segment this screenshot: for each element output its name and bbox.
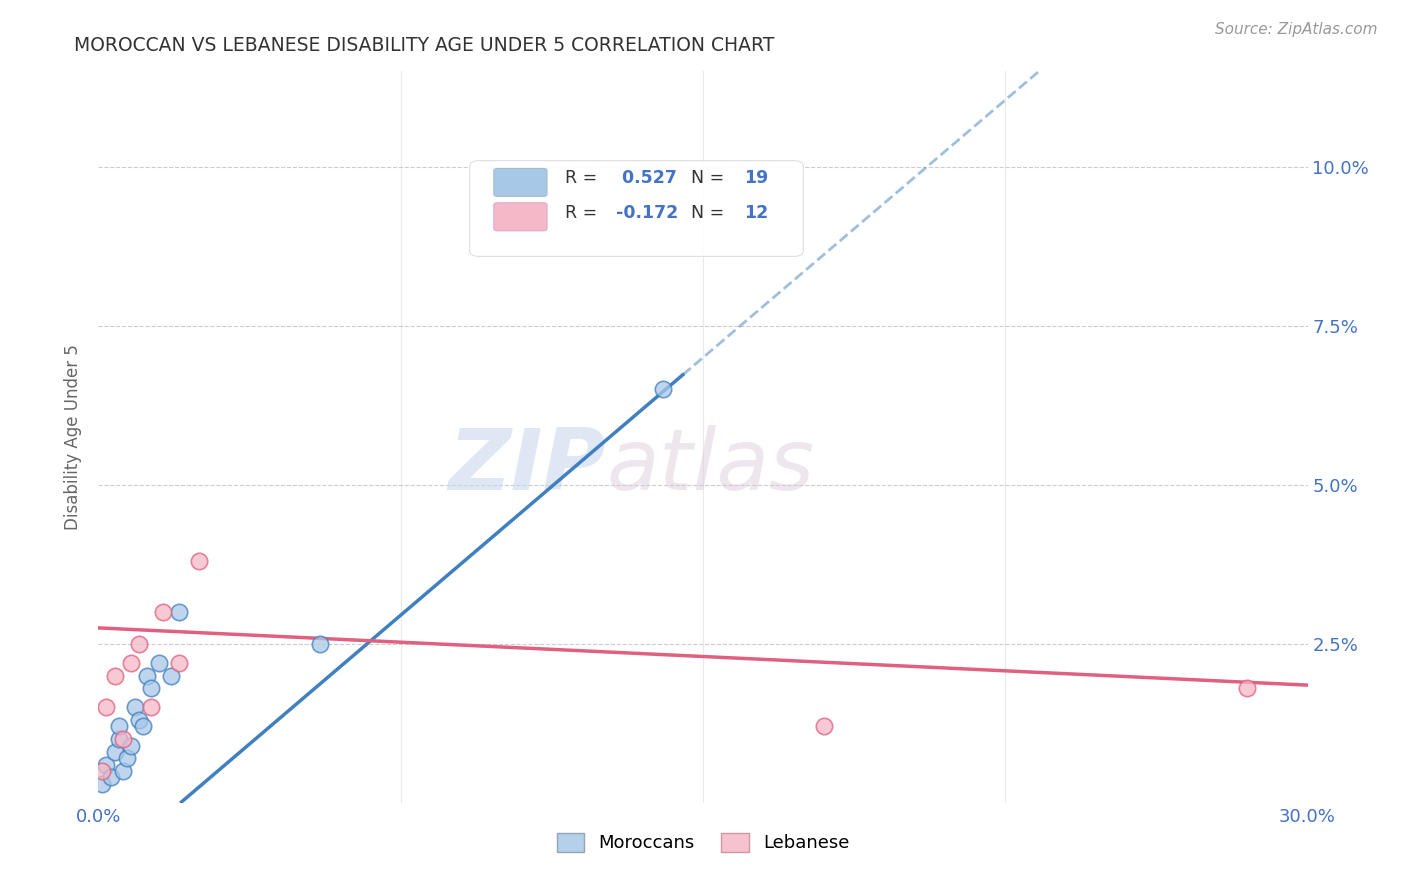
Text: Source: ZipAtlas.com: Source: ZipAtlas.com <box>1215 22 1378 37</box>
Text: N =: N = <box>681 169 730 187</box>
Point <box>91 764 114 778</box>
Text: R =: R = <box>565 203 603 221</box>
FancyBboxPatch shape <box>470 161 803 256</box>
Point <box>100 770 122 784</box>
Point <box>139 681 162 696</box>
Point <box>111 764 134 778</box>
Point <box>135 668 157 682</box>
Point <box>152 605 174 619</box>
Text: 12: 12 <box>744 203 768 221</box>
Point <box>167 656 190 670</box>
Point <box>132 719 155 733</box>
Point <box>309 637 332 651</box>
Point <box>120 739 142 753</box>
Point <box>103 668 125 682</box>
Text: -0.172: -0.172 <box>616 203 678 221</box>
Text: 0.527: 0.527 <box>616 169 676 187</box>
Point <box>96 700 118 714</box>
Text: atlas: atlas <box>606 425 814 508</box>
Point <box>124 700 146 714</box>
Text: ZIP: ZIP <box>449 425 606 508</box>
Point <box>651 383 673 397</box>
Point <box>91 777 114 791</box>
Point <box>107 719 129 733</box>
Point <box>107 732 129 747</box>
Point <box>160 668 183 682</box>
Text: R =: R = <box>565 169 603 187</box>
FancyBboxPatch shape <box>494 169 547 196</box>
Point <box>120 656 142 670</box>
Point <box>111 732 134 747</box>
Point <box>115 751 138 765</box>
Point <box>103 745 125 759</box>
Legend: Moroccans, Lebanese: Moroccans, Lebanese <box>550 826 856 860</box>
Point <box>139 700 162 714</box>
Point <box>188 554 211 568</box>
Point <box>96 757 118 772</box>
FancyBboxPatch shape <box>494 202 547 231</box>
Point <box>148 656 170 670</box>
Text: MOROCCAN VS LEBANESE DISABILITY AGE UNDER 5 CORRELATION CHART: MOROCCAN VS LEBANESE DISABILITY AGE UNDE… <box>75 36 775 54</box>
Y-axis label: Disability Age Under 5: Disability Age Under 5 <box>65 344 83 530</box>
Text: 19: 19 <box>744 169 768 187</box>
Point <box>167 605 190 619</box>
Point <box>813 719 835 733</box>
Point <box>1236 681 1258 696</box>
Point <box>128 713 150 727</box>
Text: N =: N = <box>681 203 730 221</box>
Point <box>128 637 150 651</box>
